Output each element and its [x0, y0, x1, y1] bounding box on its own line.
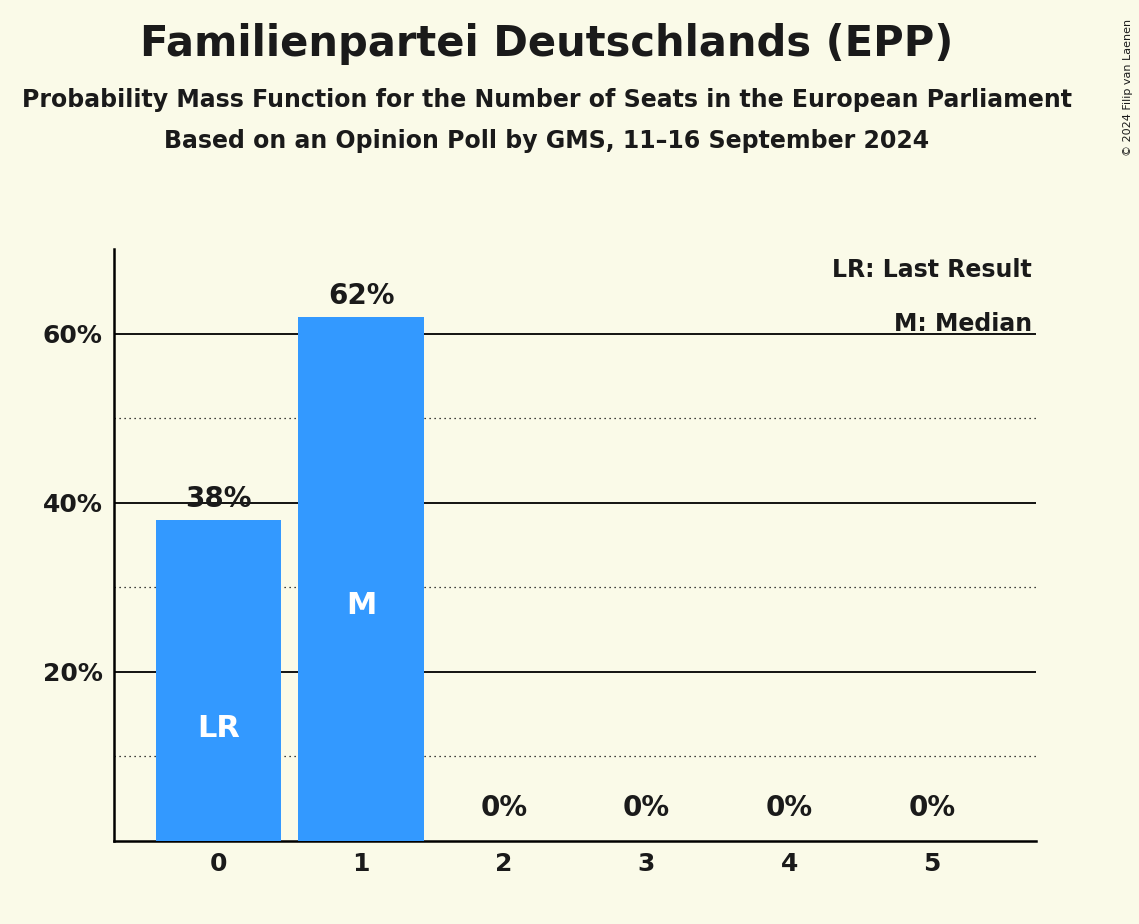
Text: 0%: 0%	[765, 795, 813, 822]
Text: LR: Last Result: LR: Last Result	[833, 259, 1032, 283]
Text: 38%: 38%	[186, 485, 252, 513]
Bar	[298, 317, 424, 841]
Text: 0%: 0%	[623, 795, 670, 822]
Text: 0%: 0%	[908, 795, 956, 822]
Bar	[156, 520, 281, 841]
Text: LR: LR	[197, 714, 240, 743]
Text: Probability Mass Function for the Number of Seats in the European Parliament: Probability Mass Function for the Number…	[22, 88, 1072, 112]
Text: M: Median: M: Median	[894, 311, 1032, 335]
Text: 62%: 62%	[328, 283, 394, 310]
Text: 0%: 0%	[481, 795, 527, 822]
Text: M: M	[346, 590, 376, 620]
Text: Based on an Opinion Poll by GMS, 11–16 September 2024: Based on an Opinion Poll by GMS, 11–16 S…	[164, 129, 929, 153]
Text: © 2024 Filip van Laenen: © 2024 Filip van Laenen	[1123, 18, 1133, 155]
Text: Familienpartei Deutschlands (EPP): Familienpartei Deutschlands (EPP)	[140, 23, 953, 65]
